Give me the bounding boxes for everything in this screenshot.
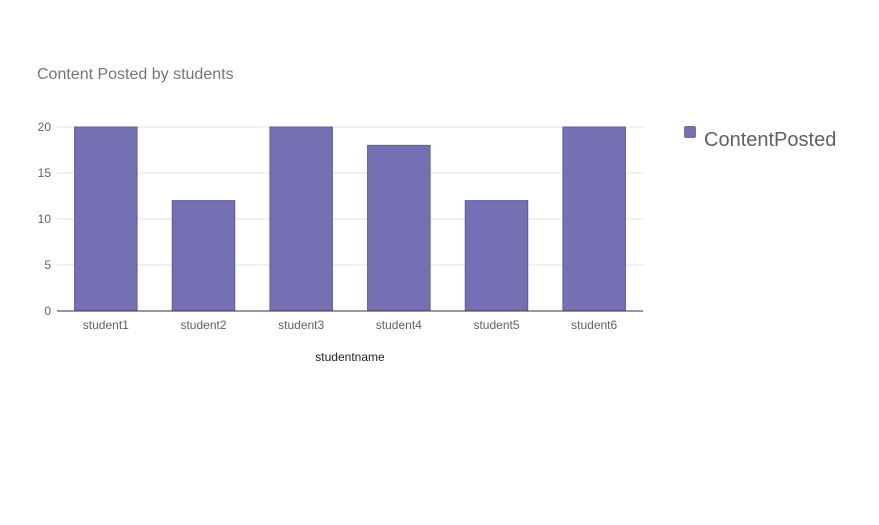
- x-tick-label: student2: [180, 318, 226, 332]
- bar-student3[interactable]: [269, 126, 333, 312]
- y-tick-label: 5: [44, 258, 51, 272]
- y-tick-label: 10: [38, 212, 52, 226]
- chart-title: Content Posted by students: [37, 66, 234, 83]
- bar-student6[interactable]: [562, 126, 626, 312]
- bar-student5[interactable]: [464, 200, 529, 312]
- x-axis-title: studentname: [315, 350, 385, 364]
- bar-student4[interactable]: [367, 144, 431, 312]
- bar-student1[interactable]: [74, 126, 138, 312]
- x-tick-label: student3: [278, 318, 324, 332]
- bar-student2[interactable]: [171, 200, 236, 312]
- y-axis-ticks: 0 5 10 15 20: [38, 120, 52, 318]
- x-axis-ticks: student1 student2 student3 student4 student5…: [83, 318, 618, 332]
- y-tick-label: 15: [38, 166, 52, 180]
- x-tick-label: student5: [473, 318, 519, 332]
- y-tick-label: 20: [38, 120, 52, 134]
- legend-label: ContentPosted: [704, 129, 836, 151]
- legend-swatch: [684, 126, 696, 138]
- legend: ContentPosted: [684, 126, 836, 151]
- x-tick-label: student1: [83, 318, 129, 332]
- x-tick-label: student4: [376, 318, 422, 332]
- x-tick-label: student6: [571, 318, 617, 332]
- gridlines: [57, 126, 643, 266]
- y-tick-label: 0: [44, 304, 51, 318]
- bars: [74, 126, 626, 312]
